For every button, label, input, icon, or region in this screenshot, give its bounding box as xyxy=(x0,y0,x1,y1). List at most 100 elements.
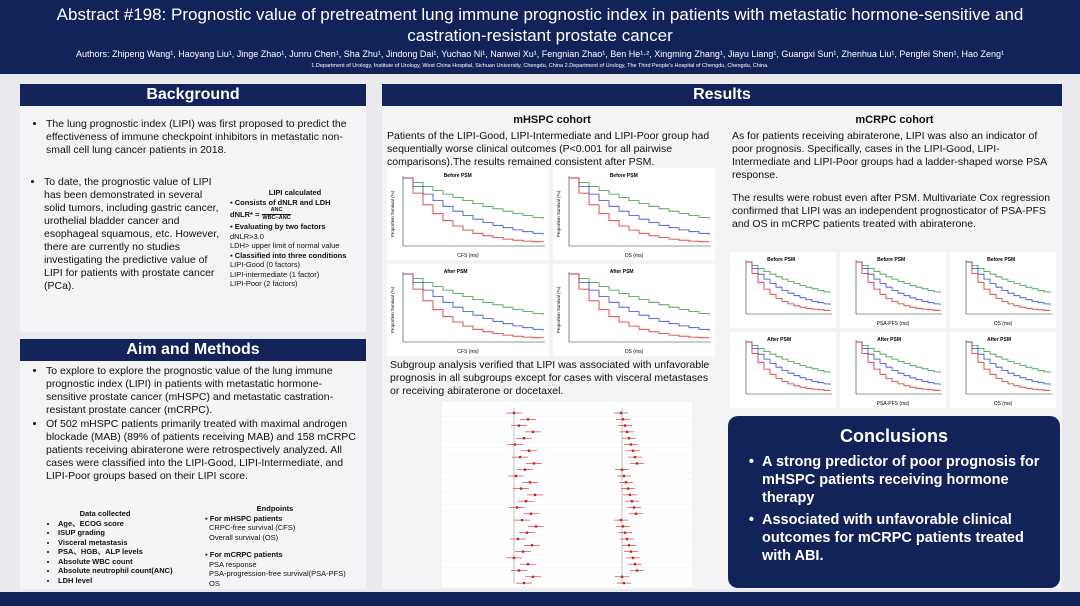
curve xyxy=(569,177,710,235)
subheading: mHSPC cohort xyxy=(513,114,591,126)
text: LIPI-intermediate (1 factor) xyxy=(230,269,320,279)
point xyxy=(531,430,535,434)
curve xyxy=(856,341,941,385)
bullet: The lung prognostic index (LIPI) was fir… xyxy=(46,118,356,157)
list-item: PSA-progression-free survival(PSA-PFS) xyxy=(209,569,346,578)
panel-title: After PSM xyxy=(444,269,468,275)
curve xyxy=(746,261,831,311)
point xyxy=(532,462,536,465)
curve xyxy=(569,177,710,243)
text: LDH> upper limit of normal value xyxy=(230,241,340,250)
curve xyxy=(403,177,544,220)
paragraph: Patients of the LIPI-Good, LIPI-Intermed… xyxy=(387,130,710,168)
text: Consists of dNLR and LDH xyxy=(234,197,331,207)
x-axis-label: PSA-PFS (ms) xyxy=(877,401,910,407)
curve xyxy=(856,261,941,311)
text: For mCRPC patients xyxy=(209,550,283,559)
point xyxy=(632,506,636,509)
curve xyxy=(966,341,1051,391)
text: Evaluating by two factors xyxy=(234,222,326,231)
point xyxy=(527,449,531,452)
point xyxy=(521,550,525,553)
curve xyxy=(966,261,1051,311)
panel-title: Before PSM xyxy=(610,173,638,179)
lipi-box: LIPI calculated ▪ Consists of dNLR and L… xyxy=(230,188,360,289)
formula-den: WBC−ANC xyxy=(262,215,291,221)
list-item: Overall survival (OS) xyxy=(209,532,279,542)
x-axis-label: OS (ms) xyxy=(994,401,1013,407)
list: PSA response PSA-progression-free surviva… xyxy=(185,560,365,589)
forest-plot xyxy=(442,402,692,587)
figure-panel: Before PSM OS (ms) xyxy=(950,252,1056,328)
point xyxy=(633,455,637,459)
figure-panel: Before PSM CFS (ms) Proportion Survival (%… xyxy=(387,168,549,260)
point xyxy=(625,537,629,541)
point xyxy=(631,449,635,452)
curve xyxy=(856,341,941,391)
text: Classified into three conditions xyxy=(234,250,347,260)
curve xyxy=(569,273,710,331)
text: LIPI-Poor (2 factors) xyxy=(230,279,298,288)
lipi-item: ▪ Consists of dNLR and LDH xyxy=(230,197,331,207)
curve xyxy=(966,261,1051,294)
background-panel: Background The lung prognostic index (LI… xyxy=(20,84,366,332)
point xyxy=(619,518,623,522)
subheading: Endpoints xyxy=(256,504,294,513)
list-item: Absolute WBC count xyxy=(58,557,180,567)
list-item: CRPC-free survival (CFS) xyxy=(209,523,296,532)
list-item: Age、ECOG score xyxy=(58,519,180,529)
forest-bg xyxy=(442,402,692,587)
panel-title: After PSM xyxy=(877,337,901,343)
list-item: LDH level xyxy=(58,576,180,586)
curve xyxy=(403,177,544,243)
x-axis-label: OS (ms) xyxy=(625,253,644,259)
curve xyxy=(746,261,831,305)
paragraph: Subgroup analysis verified that LIPI was… xyxy=(390,359,710,397)
curve xyxy=(569,177,710,220)
figure-panel: Before PSM OS (ms) Proportion Survival (%) xyxy=(553,168,715,260)
bullet: Of 502 mHSPC patients primarily treated … xyxy=(46,418,358,483)
x-axis-label: OS (ms) xyxy=(625,349,644,355)
point xyxy=(635,569,639,572)
bullet: Associated with unfavorable clinical out… xyxy=(762,511,1050,565)
data-collected: Data collected Age、ECOG scoreISUP gradin… xyxy=(30,509,180,585)
curve xyxy=(569,273,710,339)
text: dNLR>3.0 xyxy=(230,231,264,241)
y-axis-label: Proportion Survival (%) xyxy=(556,190,561,237)
curve xyxy=(403,273,544,339)
point xyxy=(517,569,521,572)
title: Abstract #198: Prognostic value of pretr… xyxy=(56,5,1024,45)
results-panel: Results mHSPC cohort Patients of the LIP… xyxy=(382,84,1062,589)
panel-title: After PSM xyxy=(610,269,634,275)
point xyxy=(515,506,519,509)
curve xyxy=(966,261,1051,305)
point xyxy=(526,563,530,566)
point xyxy=(517,424,521,427)
list-item: PSA、HGB、ALP levels xyxy=(58,547,180,557)
y-axis-label: Proportion Survival (%) xyxy=(390,286,395,333)
point xyxy=(523,468,527,471)
formula-num: ANC xyxy=(262,207,291,215)
curve xyxy=(403,273,544,331)
footer-bar xyxy=(0,592,1080,606)
curve xyxy=(569,273,710,316)
curve xyxy=(746,341,831,391)
panel-title: Before PSM xyxy=(987,257,1015,263)
point xyxy=(623,424,627,427)
curve xyxy=(403,273,544,316)
curve xyxy=(746,341,831,374)
list-item: Absolute neutrophil count(ANC) xyxy=(58,566,180,576)
y-axis-label: Proportion Survival (%) xyxy=(390,190,395,237)
list-item: OS xyxy=(209,578,220,588)
list: Age、ECOG scoreISUP gradingVisceral metas… xyxy=(30,519,180,586)
point xyxy=(624,481,628,484)
point xyxy=(520,518,524,522)
bullet: To explore to explore the prognostic val… xyxy=(46,365,358,417)
figure-panel: Before PSM xyxy=(730,252,836,328)
authors: Authors: Zhipeng Wang¹, Haoyang Liu¹, Ji… xyxy=(76,49,1004,59)
panel-title: Before PSM xyxy=(767,257,795,263)
bullet: A strong predictor of poor prognosis for… xyxy=(762,453,1050,507)
x-axis-label: OS (ms) xyxy=(994,321,1013,327)
point xyxy=(628,493,632,497)
